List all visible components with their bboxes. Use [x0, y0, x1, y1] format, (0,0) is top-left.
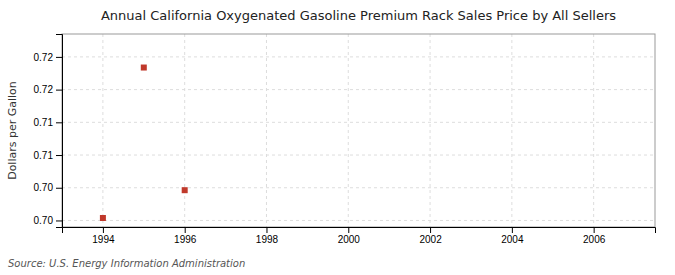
grid-line: [102, 34, 103, 227]
grid-line: [62, 122, 655, 123]
y-tick-mark: [56, 122, 62, 123]
x-tick: 2000: [338, 227, 361, 245]
x-tick-label: 2002: [419, 234, 442, 245]
y-tick-label: 0.70: [34, 182, 54, 193]
x-tick-mark: [512, 227, 513, 233]
y-tick: 0.72: [34, 52, 62, 63]
y-tick: 0.72: [34, 84, 62, 95]
x-tick: 2004: [501, 227, 524, 245]
y-axis-title: Dollars per Gallon: [6, 81, 19, 180]
y-tick-mark: [56, 155, 62, 156]
grid: [62, 34, 655, 227]
point: [100, 215, 106, 221]
grid-line: [62, 56, 655, 57]
y-tick-label: 0.71: [34, 117, 54, 128]
y-tick-mark: [56, 220, 62, 221]
point: [182, 187, 188, 193]
x-tick-mark: [430, 227, 431, 233]
grid-line: [348, 34, 349, 227]
plot: 1994 1996 1998 2000 2002 2004 2006 0.70 0.70 0.71…: [34, 34, 656, 245]
x-tick-mark: [348, 227, 349, 233]
x-axis: 1994 1996 1998 2000 2002 2004 2006: [63, 227, 656, 245]
grid-line: [62, 187, 655, 188]
x-tick: 1998: [256, 227, 279, 245]
grid-line: [62, 220, 655, 221]
x-tick-mark: [185, 227, 186, 233]
x-tick-mark: [594, 227, 595, 233]
x-axis-line: [63, 228, 656, 234]
y-tick: 0.71: [34, 117, 62, 128]
y-axis: 0.70 0.70 0.71 0.71 0.72 0.72: [34, 35, 63, 228]
x-tick-label: 1994: [92, 234, 115, 245]
chart: 1994 1996 1998 2000 2002 2004 2006 0.70 0.70 0.71…: [0, 0, 675, 275]
grid-line: [430, 34, 431, 227]
source: Source: U.S. Energy Information Administ…: [8, 258, 245, 269]
x-tick-label: 2000: [338, 234, 361, 245]
x-tick-mark: [103, 227, 104, 233]
x-tick-mark: [266, 227, 267, 233]
y-tick: 0.70: [34, 215, 62, 226]
grid-line: [62, 155, 655, 156]
x-tick: 1994: [92, 227, 115, 245]
y-tick: 0.71: [34, 150, 62, 161]
y-tick: 0.70: [34, 182, 62, 193]
y-tick-label: 0.72: [34, 84, 54, 95]
y-axis-line: [56, 35, 63, 228]
title: Annual California Oxygenated Gasoline Pr…: [101, 8, 616, 23]
y-tick-mark: [56, 90, 62, 91]
x-tick: 1996: [174, 227, 197, 245]
y-tick-mark: [56, 57, 62, 58]
grid-line: [266, 34, 267, 227]
x-tick-label: 1996: [174, 234, 197, 245]
x-tick-label: 2006: [583, 234, 606, 245]
y-tick-label: 0.72: [34, 52, 54, 63]
points: [100, 65, 188, 221]
x-tick-label: 2004: [501, 234, 524, 245]
y-tick-label: 0.71: [34, 150, 54, 161]
grid-line: [593, 34, 594, 227]
x-tick: 2002: [419, 227, 442, 245]
grid-line: [62, 89, 655, 90]
grid-line: [184, 34, 185, 227]
point: [141, 65, 147, 71]
grid-line: [511, 34, 512, 227]
plot-frame: [62, 34, 655, 227]
y-tick-mark: [56, 188, 62, 189]
y-tick-label: 0.70: [34, 215, 54, 226]
x-tick: 2006: [583, 227, 606, 245]
x-tick-label: 1998: [256, 234, 279, 245]
